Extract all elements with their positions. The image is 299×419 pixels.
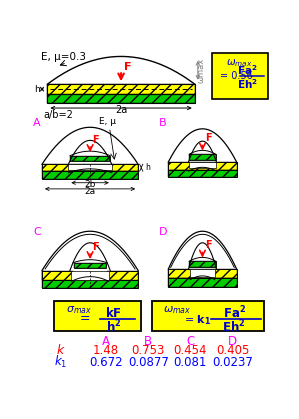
Bar	[68, 164, 112, 170]
Text: $\mathbf{h^2}$: $\mathbf{h^2}$	[106, 318, 121, 335]
Text: 0.753: 0.753	[132, 344, 165, 357]
Bar	[189, 154, 216, 160]
Text: 2a: 2a	[115, 106, 127, 115]
Text: 0.081: 0.081	[173, 356, 207, 369]
Text: D: D	[159, 227, 167, 237]
Text: $\sigma_{max}$: $\sigma_{max}$	[66, 304, 92, 316]
Text: = 0.56: = 0.56	[219, 72, 252, 81]
Bar	[42, 171, 138, 179]
Text: F: F	[205, 240, 211, 250]
Bar	[42, 164, 138, 171]
Bar	[42, 164, 138, 171]
Text: = $\mathbf{k_1}$: = $\mathbf{k_1}$	[184, 314, 211, 328]
Bar	[74, 263, 106, 268]
Text: F: F	[205, 133, 211, 143]
Text: A: A	[33, 118, 40, 128]
Text: $\mathbf{kF}$: $\mathbf{kF}$	[105, 306, 122, 320]
Bar	[168, 269, 237, 278]
Bar	[71, 271, 109, 280]
Text: h: h	[34, 85, 39, 94]
Bar	[42, 271, 44, 280]
Text: 2a: 2a	[85, 186, 96, 196]
Text: $\mathbf{Fa^2}$: $\mathbf{Fa^2}$	[222, 305, 246, 321]
Bar	[74, 263, 106, 268]
Text: F: F	[92, 242, 99, 252]
Text: 1.48: 1.48	[92, 344, 119, 357]
Bar	[42, 280, 138, 288]
Bar	[42, 271, 44, 280]
Bar	[54, 300, 141, 331]
Text: k: k	[57, 344, 64, 357]
Text: F: F	[124, 62, 132, 72]
Bar	[168, 162, 237, 170]
Text: 0.0237: 0.0237	[212, 356, 253, 369]
Text: 2b: 2b	[84, 180, 96, 189]
Bar	[48, 94, 195, 103]
Text: $\mathbf{Eh^2}$: $\mathbf{Eh^2}$	[237, 77, 258, 91]
Bar	[70, 156, 110, 161]
Text: E, μ=0.3: E, μ=0.3	[41, 52, 86, 62]
Text: 0.672: 0.672	[89, 356, 122, 369]
Bar	[42, 271, 73, 280]
Text: 0.454: 0.454	[173, 344, 207, 357]
Text: E, μ: E, μ	[99, 117, 116, 126]
Bar	[107, 271, 138, 280]
Text: C: C	[186, 335, 194, 348]
Bar	[212, 53, 268, 99]
Text: $\mathbf{Eh^2}$: $\mathbf{Eh^2}$	[222, 318, 246, 335]
Text: A: A	[102, 335, 109, 348]
Bar	[48, 84, 195, 94]
Bar	[48, 84, 195, 94]
Text: a/b=2: a/b=2	[44, 110, 74, 120]
Text: $\omega_{max}$: $\omega_{max}$	[226, 57, 253, 69]
Text: $\omega_{max}$: $\omega_{max}$	[163, 304, 191, 316]
Bar	[168, 278, 237, 287]
Bar	[48, 94, 195, 103]
Text: $k_1$: $k_1$	[54, 354, 67, 370]
Bar	[107, 271, 138, 280]
Bar	[189, 154, 216, 160]
Bar	[42, 271, 73, 280]
Text: ωmax: ωmax	[196, 58, 205, 83]
Text: 0.405: 0.405	[216, 344, 249, 357]
Bar	[189, 261, 216, 267]
Bar	[189, 261, 216, 267]
Bar	[168, 170, 237, 177]
Text: B: B	[159, 118, 167, 128]
Bar	[152, 300, 264, 331]
Bar	[42, 280, 138, 288]
Bar	[168, 269, 237, 278]
Bar	[188, 162, 216, 168]
Text: 0.0877: 0.0877	[128, 356, 169, 369]
Text: F: F	[92, 134, 99, 145]
Bar	[42, 171, 138, 179]
Bar	[190, 269, 215, 277]
Bar	[168, 170, 237, 177]
Bar	[70, 156, 110, 161]
Bar	[168, 162, 237, 170]
Bar	[168, 278, 237, 287]
Text: =: =	[80, 313, 90, 326]
Text: B: B	[144, 335, 152, 348]
Text: $\mathbf{Fa^2}$: $\mathbf{Fa^2}$	[237, 63, 258, 77]
Text: h: h	[145, 163, 150, 172]
Text: D: D	[228, 335, 237, 348]
Text: C: C	[33, 227, 41, 237]
